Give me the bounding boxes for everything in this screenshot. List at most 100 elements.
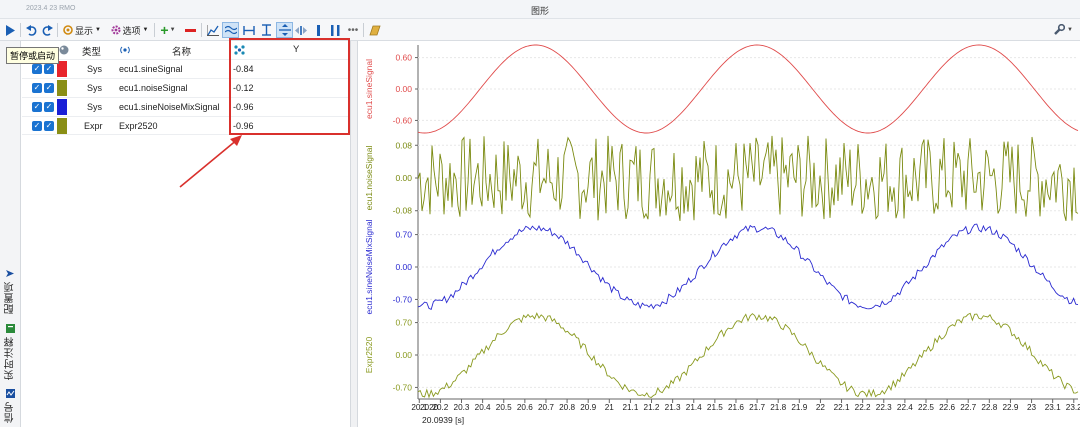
x-tick-label: 20.9 <box>580 403 596 412</box>
x-tick-label: 23.1 <box>1045 403 1061 412</box>
stacked-lines-icon <box>224 25 237 34</box>
x-tick-label: 20.2 <box>432 403 448 412</box>
y-axis-label: Expr2520 <box>364 337 374 374</box>
enable-checkbox[interactable]: ✓ <box>44 102 54 112</box>
cursor-button[interactable] <box>276 22 293 38</box>
fit-vertical-button[interactable] <box>259 22 273 38</box>
more-button[interactable]: ••• <box>346 22 360 38</box>
table-row[interactable]: ✓ ✓ Sys ecu1.noiseSignal -0.12 <box>22 78 350 97</box>
column-header-y[interactable]: Y <box>293 44 300 55</box>
y-axis-label: ecu1.sineSignal <box>364 59 374 119</box>
redo-button[interactable] <box>40 22 54 38</box>
enable-checkbox[interactable]: ✓ <box>44 83 54 93</box>
side-tab-config[interactable]: 配置项 <box>2 269 19 314</box>
options-menu-button[interactable]: 选项 ▼ <box>107 22 152 38</box>
column-header-type[interactable]: 类型 <box>82 47 102 58</box>
x-tick-label: 21 <box>605 403 615 412</box>
title-bar: 2023.4 23 RMO 图形 <box>0 0 1080 19</box>
visibility-checkbox[interactable]: ✓ <box>32 102 42 112</box>
x-tick-label: 21.6 <box>728 403 744 412</box>
fit-horizontal-button[interactable] <box>242 22 256 38</box>
side-tab-annotation[interactable]: 实时注释 <box>2 324 19 380</box>
x-tick-label: 21.5 <box>707 403 723 412</box>
signal-table: 类型 名称 Y ✓ ✓ Sys ecu1.sineSignal -0.84 ✓ … <box>22 38 350 427</box>
y-value-cell: -0.12 <box>233 83 254 93</box>
step-button[interactable] <box>294 22 308 38</box>
color-swatch[interactable] <box>57 99 67 115</box>
type-cell: Sys <box>87 83 103 93</box>
toolbar-separator <box>363 23 364 37</box>
options-label: 选项 <box>122 25 141 36</box>
visibility-checkbox[interactable]: ✓ <box>32 64 42 74</box>
x-tick-label: 21.7 <box>749 403 765 412</box>
bar-icon <box>316 24 320 36</box>
stacked-view-button[interactable] <box>222 22 239 38</box>
series-line <box>417 223 1079 311</box>
y-tick-label: 0.00 <box>395 350 412 360</box>
signal-source-icon <box>120 46 130 54</box>
x-tick-label: 22.1 <box>834 403 850 412</box>
x-tick-label: 22 <box>816 403 826 412</box>
x-tick-label: 22.6 <box>939 403 955 412</box>
eraser-button[interactable] <box>367 22 382 38</box>
name-cell: ecu1.noiseSignal <box>119 83 188 93</box>
toolbar-separator <box>201 23 202 37</box>
display-icon <box>63 25 73 35</box>
y-tick-label: 0.70 <box>395 318 412 328</box>
chevron-down-icon: ▼ <box>1067 27 1073 33</box>
undo-button[interactable] <box>24 22 38 38</box>
panel-splitter[interactable] <box>350 41 358 427</box>
color-swatch[interactable] <box>57 61 67 77</box>
pause-button[interactable] <box>329 22 342 38</box>
y-value-cell: -0.96 <box>233 102 254 112</box>
toolbar: 显示 ▼ 选项 ▼ + ▼ ••• ▼ <box>0 19 1080 41</box>
window-title: 图形 <box>530 6 549 16</box>
x-tick-label: 22.3 <box>876 403 892 412</box>
side-tab-signal[interactable]: 信号 <box>2 389 19 423</box>
x-tick-label: 21.3 <box>665 403 681 412</box>
color-swatch[interactable] <box>57 118 67 134</box>
table-row[interactable]: ✓ ✓ Sys ecu1.sineSignal -0.84 <box>22 59 350 78</box>
y-tick-label: 0.08 <box>395 140 412 150</box>
visibility-checkbox[interactable]: ✓ <box>32 83 42 93</box>
x-first-label: 2020 <box>420 403 439 412</box>
table-row[interactable]: ✓ ✓ Sys ecu1.sineNoiseMixSignal -0.96 <box>22 97 350 116</box>
display-menu-button[interactable]: 显示 ▼ <box>61 22 103 38</box>
cursor-lines-icon <box>278 24 291 36</box>
chevron-down-icon: ▼ <box>169 27 176 33</box>
side-tab-label: 信号 <box>5 401 16 423</box>
signal-plot[interactable]: 0.60 0.00 -0.60 ecu1.sineSignal 0.08 0.00 -0.0… <box>358 41 1080 427</box>
display-label: 显示 <box>75 25 94 36</box>
x-tick-label: 22.4 <box>897 403 913 412</box>
pause-icon <box>331 24 340 36</box>
table-row[interactable]: ✓ ✓ Expr Expr2520 -0.96 <box>22 116 350 135</box>
minus-icon <box>184 28 196 32</box>
chart-view-button[interactable] <box>205 22 221 38</box>
name-cell: Expr2520 <box>119 121 158 131</box>
type-cell: Expr <box>84 121 103 131</box>
chevron-down-icon: ▼ <box>142 27 149 33</box>
remove-signal-button[interactable] <box>182 22 198 38</box>
highlight-box <box>229 38 350 135</box>
x-tick-label: 22.9 <box>1002 403 1018 412</box>
plot-area[interactable]: 0.60 0.00 -0.60 ecu1.sineSignal 0.08 0.00 -0.0… <box>358 41 1080 427</box>
column-header-name[interactable]: 名称 <box>172 47 192 58</box>
x-tick-label: 22.2 <box>855 403 871 412</box>
marker-button[interactable] <box>312 22 324 38</box>
side-tab-strip: 配置项 实时注释 信号 <box>0 41 21 427</box>
enable-checkbox[interactable]: ✓ <box>44 121 54 131</box>
table-header: 类型 名称 Y <box>22 41 350 59</box>
x-tick-label: 20.5 <box>496 403 512 412</box>
add-signal-button[interactable]: + ▼ <box>157 22 179 38</box>
y-tick-label: 0.00 <box>395 173 412 183</box>
x-tick-label: 23.2 <box>1066 403 1080 412</box>
enable-checkbox[interactable]: ✓ <box>44 64 54 74</box>
y-tick-label: -0.08 <box>393 206 413 216</box>
x-tick-label: 22.8 <box>981 403 997 412</box>
play-pause-button[interactable] <box>3 22 17 38</box>
visibility-checkbox[interactable]: ✓ <box>32 121 42 131</box>
eraser-icon <box>368 25 381 35</box>
color-swatch[interactable] <box>57 80 67 96</box>
app-name: 2023.4 23 RMO <box>26 5 76 12</box>
settings-menu-button[interactable]: ▼ <box>1050 22 1076 38</box>
